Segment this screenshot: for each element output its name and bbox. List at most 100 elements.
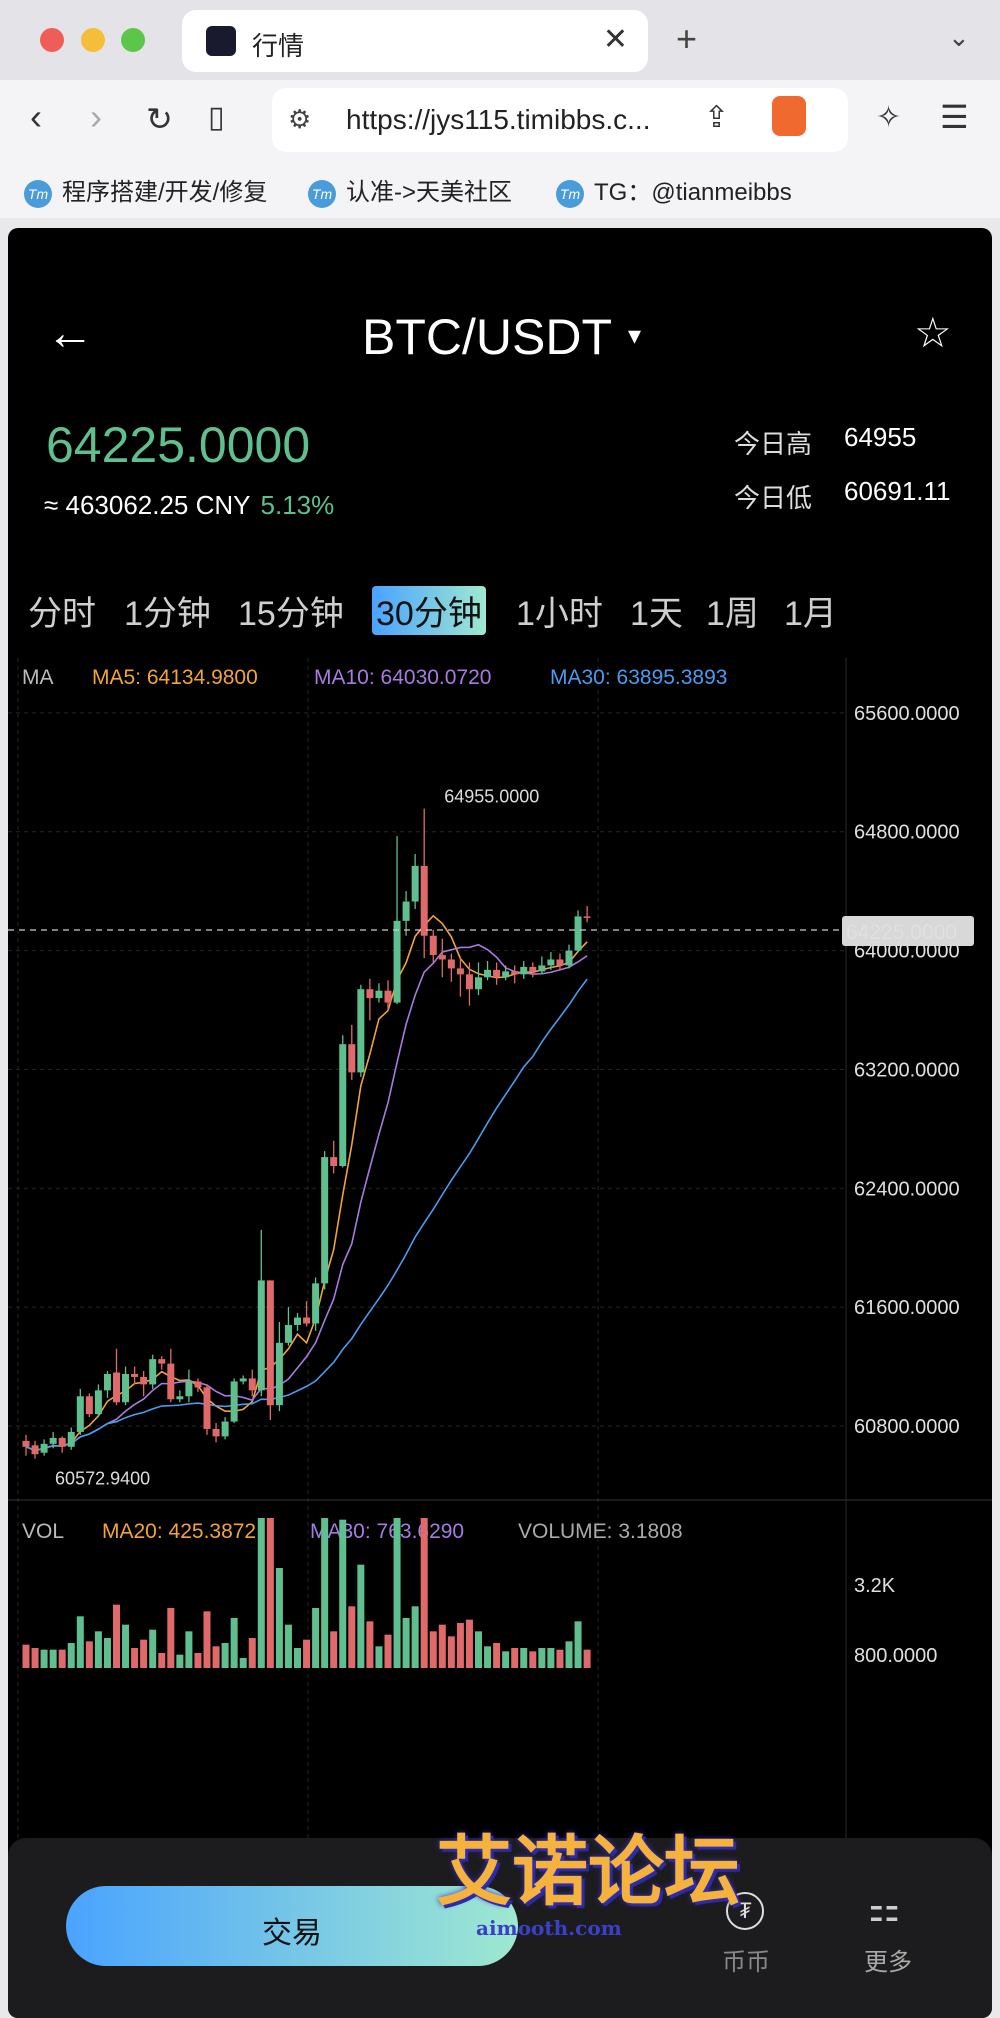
bookmark-item[interactable]: Tm TG：@tianmeibbs	[556, 172, 792, 208]
ma5-line	[25, 914, 588, 1452]
menu-icon[interactable]: ☰	[940, 99, 969, 135]
site-settings-icon[interactable]: ⚙	[288, 104, 312, 134]
symbol-title[interactable]: BTC/USDT	[362, 309, 612, 365]
ai-sparkle-icon[interactable]: ✧	[876, 101, 902, 134]
candle-body	[22, 1440, 30, 1447]
reload-icon[interactable]: ↻	[146, 101, 173, 137]
volume-bar	[312, 1608, 320, 1668]
candle-body	[420, 865, 428, 936]
volume-bar	[348, 1606, 356, 1668]
bookmark-label: 认准->天美社区	[346, 179, 513, 206]
chart-grid	[8, 658, 847, 1848]
currency-icon[interactable]: ₮	[726, 1892, 764, 1930]
candle-body	[185, 1381, 193, 1397]
volume-bar	[574, 1621, 582, 1668]
more-tab-label[interactable]: 更多	[864, 1949, 912, 1976]
y-tick-label: 62400.0000	[854, 1178, 960, 1200]
candle-body	[375, 990, 383, 999]
bookmark-label: 程序搭建/开发/修复	[62, 179, 268, 206]
back-icon[interactable]: ‹	[30, 96, 42, 137]
candle-body	[122, 1374, 130, 1403]
candle-body	[85, 1396, 93, 1415]
candles	[22, 808, 591, 1459]
candle-body	[257, 1280, 265, 1391]
chevron-down-icon[interactable]: ⌄	[948, 22, 970, 52]
candle-body	[221, 1421, 229, 1437]
volume-bar	[230, 1618, 238, 1668]
current-price-tag-text: 64225.0000	[846, 921, 957, 944]
volume-bar	[58, 1649, 66, 1668]
candle-body	[58, 1437, 66, 1447]
bookmark-item[interactable]: Tm 认准->天美社区	[308, 172, 512, 208]
favorite-star-icon[interactable]: ☆	[914, 309, 952, 356]
volume-bar	[393, 1518, 401, 1668]
candle-body	[384, 990, 392, 1003]
more-grid-icon[interactable]: ⚏	[868, 1888, 901, 1929]
new-tab-icon[interactable]: +	[676, 18, 698, 59]
high-value: 64955	[844, 422, 917, 452]
volume-bar	[185, 1631, 193, 1668]
candle-body	[113, 1372, 120, 1403]
tab-period[interactable]: 1小时	[516, 595, 603, 633]
volume-label: VOLUME: 3.1808	[518, 1520, 683, 1543]
zoom-window-button[interactable]	[121, 28, 145, 52]
candle-body	[194, 1381, 202, 1388]
cny-value: ≈ 463062.25 CNY	[44, 490, 251, 520]
close-window-button[interactable]	[40, 28, 64, 52]
volume-bar	[158, 1653, 166, 1668]
candle-body	[167, 1363, 175, 1400]
symbol-dropdown-icon[interactable]: ▾	[628, 320, 642, 350]
bottom-bar: 交易 aimooth.com ₮ 币币 ⚏ 更多	[8, 1838, 992, 2018]
candle-body	[583, 916, 591, 918]
currency-tab-label[interactable]: 币币	[722, 1949, 770, 1976]
address-bar[interactable]: ⚙ https://jys115.timibbs.c... ⇪	[272, 88, 848, 152]
url-text[interactable]: https://jys115.timibbs.c...	[346, 104, 651, 135]
tab-period-active[interactable]: 30分钟	[372, 586, 486, 635]
volume-bar	[140, 1639, 148, 1668]
trade-button[interactable]: 交易	[66, 1886, 518, 1966]
tab-close-icon[interactable]: ✕	[602, 23, 628, 56]
candle-body	[330, 1157, 338, 1166]
volume-bar	[402, 1618, 410, 1668]
volume-bar	[429, 1631, 437, 1668]
candle-body	[239, 1378, 247, 1382]
candle-body	[456, 968, 464, 975]
volume-bar	[284, 1624, 292, 1668]
candle-body	[402, 901, 410, 921]
current-price-tag	[842, 916, 974, 946]
ma10-label: MA10: 64030.0720	[314, 666, 491, 689]
candle-body	[230, 1381, 238, 1422]
last-price: 64225.0000	[46, 417, 311, 473]
tab-period[interactable]: 1月	[784, 595, 837, 633]
tab-period[interactable]: 1天	[630, 595, 683, 633]
candlestick-chart[interactable]: MA MA5: 64134.9800 MA10: 64030.0720 MA30…	[8, 658, 992, 1848]
forward-icon[interactable]: ›	[90, 96, 102, 137]
bookmark-icon[interactable]: ▯	[208, 101, 225, 134]
candle-body	[393, 920, 401, 1003]
minimize-window-button[interactable]	[81, 28, 105, 52]
volume-bar	[411, 1606, 419, 1668]
volume-bar	[366, 1621, 374, 1668]
candle-body	[475, 977, 482, 990]
tab-period[interactable]: 15分钟	[238, 595, 344, 633]
tab-period[interactable]: 1分钟	[124, 595, 211, 633]
tab-period[interactable]: 1周	[706, 595, 759, 633]
bookmark-item[interactable]: Tm 程序搭建/开发/修复	[24, 172, 267, 208]
vol-tick-high: 3.2K	[854, 1575, 896, 1597]
candle-body	[493, 969, 501, 978]
candle-body	[321, 1157, 329, 1284]
trade-button-label: 交易	[262, 1917, 322, 1950]
volume-bar	[76, 1616, 84, 1668]
share-icon[interactable]: ⇪	[704, 101, 730, 134]
candle-body	[31, 1445, 39, 1455]
volume-bar	[94, 1631, 102, 1668]
candle-body	[511, 971, 519, 975]
y-tick-label: 63200.0000	[854, 1059, 960, 1081]
site-favicon-icon	[206, 26, 236, 56]
tab-period[interactable]: 分时	[28, 595, 96, 633]
candle-body	[429, 935, 437, 956]
brave-shield-icon[interactable]	[772, 96, 806, 136]
back-arrow-icon[interactable]: ←	[46, 307, 94, 360]
candle-body	[76, 1396, 84, 1432]
browser-tab[interactable]: 行情 ✕	[182, 10, 648, 72]
